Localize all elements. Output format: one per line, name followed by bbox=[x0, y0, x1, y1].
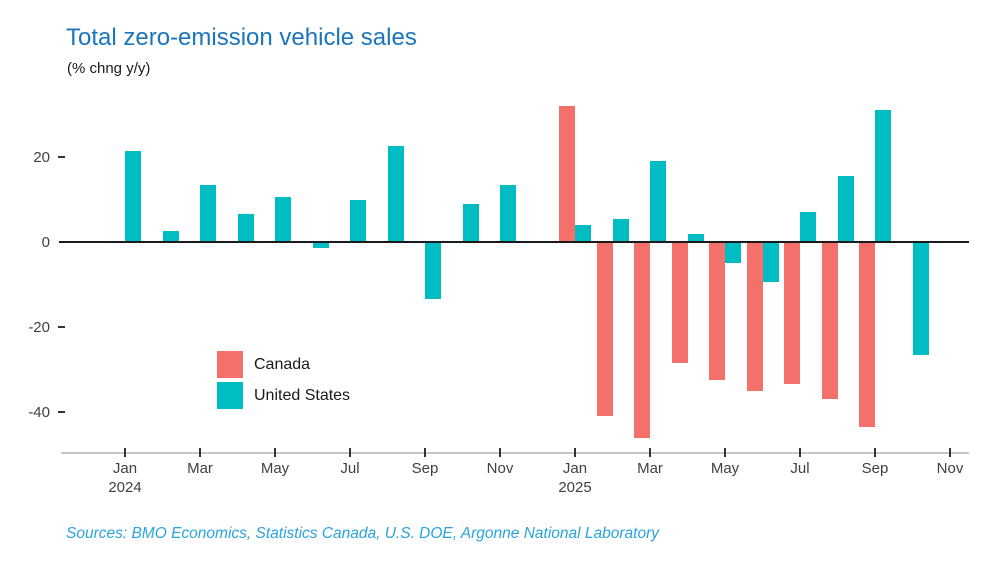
source-note: Sources: BMO Economics, Statistics Canad… bbox=[66, 525, 659, 542]
bar-united-states-sep-2024 bbox=[425, 242, 441, 300]
x-axis-line bbox=[61, 452, 969, 454]
y-tick-label--40: -40 bbox=[28, 404, 50, 421]
bar-united-states-mar-2025 bbox=[650, 161, 666, 242]
bar-canada-mar-2025 bbox=[634, 242, 650, 438]
chart-title: Total zero-emission vehicle sales bbox=[66, 24, 417, 51]
bar-united-states-feb-2024 bbox=[162, 231, 179, 242]
x-tick-mark-mar bbox=[199, 448, 201, 457]
x-tick-year-2025: 2025 bbox=[558, 479, 592, 496]
y-tick-label-0: 0 bbox=[41, 234, 50, 251]
y-tick-label--20: -20 bbox=[28, 319, 50, 336]
canada-swatch bbox=[217, 351, 243, 378]
x-tick-mark-may bbox=[274, 448, 276, 457]
bar-united-states-jan-2025 bbox=[575, 225, 591, 242]
x-tick-label-jan-2025: Jan bbox=[562, 460, 588, 477]
x-tick-mark-jul bbox=[799, 448, 801, 457]
bar-canada-jul-2025 bbox=[784, 242, 800, 385]
x-tick-label-jul: Jul bbox=[790, 460, 810, 477]
x-tick-mark-sep bbox=[424, 448, 426, 457]
y-tick-mark--40 bbox=[58, 411, 65, 413]
x-tick-label-nov: Nov bbox=[936, 460, 964, 477]
bar-united-states-nov-2024 bbox=[500, 184, 516, 242]
bar-canada-sep-2025 bbox=[859, 242, 875, 427]
x-tick-mark-may bbox=[724, 448, 726, 457]
x-tick-mark-mar bbox=[649, 448, 651, 457]
bar-united-states-jun-2024 bbox=[312, 242, 329, 249]
x-tick-mark-sep bbox=[874, 448, 876, 457]
x-tick-mark-nov bbox=[949, 448, 951, 457]
legend-item-canada: Canada bbox=[217, 351, 350, 378]
x-tick-label-may: May bbox=[260, 460, 290, 477]
bar-canada-jan-2025 bbox=[559, 106, 575, 242]
bar-united-states-aug-2024 bbox=[387, 146, 404, 242]
bar-united-states-apr-2025 bbox=[687, 233, 704, 242]
x-tick-mark-jan-2025 bbox=[574, 448, 576, 457]
x-tick-label-may: May bbox=[710, 460, 740, 477]
bar-canada-feb-2025 bbox=[596, 242, 613, 417]
x-tick-mark-nov bbox=[499, 448, 501, 457]
bar-united-states-aug-2025 bbox=[837, 176, 854, 242]
x-tick-year-2024: 2024 bbox=[108, 479, 142, 496]
bar-united-states-jun-2025 bbox=[762, 242, 779, 283]
x-tick-mark-jul bbox=[349, 448, 351, 457]
zero-line bbox=[59, 241, 969, 243]
y-tick-mark-20 bbox=[58, 156, 65, 158]
bar-united-states-apr-2024 bbox=[237, 214, 254, 242]
x-tick-label-jan-2024: Jan bbox=[112, 460, 138, 477]
bar-united-states-may-2024 bbox=[275, 197, 291, 242]
united-states-swatch bbox=[217, 382, 243, 409]
bar-united-states-sep-2025 bbox=[875, 110, 891, 242]
x-tick-label-mar: Mar bbox=[637, 460, 663, 477]
bar-united-states-jul-2025 bbox=[800, 212, 816, 242]
x-tick-label-jul: Jul bbox=[340, 460, 360, 477]
legend: Canada United States bbox=[217, 351, 350, 413]
bar-united-states-may-2025 bbox=[725, 242, 741, 264]
y-tick-mark--20 bbox=[58, 326, 65, 328]
x-tick-label-sep: Sep bbox=[861, 460, 889, 477]
bar-united-states-oct-2025 bbox=[912, 242, 929, 355]
bar-united-states-jan-2024 bbox=[125, 150, 141, 242]
x-tick-mark-jan-2024 bbox=[124, 448, 126, 457]
bar-united-states-oct-2024 bbox=[462, 203, 479, 242]
y-tick-label-20: 20 bbox=[33, 149, 50, 166]
x-tick-label-nov: Nov bbox=[486, 460, 514, 477]
legend-item-united-states: United States bbox=[217, 382, 350, 409]
bar-canada-aug-2025 bbox=[821, 242, 838, 400]
chart-subtitle: (% chng y/y) bbox=[67, 60, 151, 77]
legend-label-canada: Canada bbox=[254, 355, 311, 373]
bar-canada-may-2025 bbox=[709, 242, 725, 381]
bar-canada-jun-2025 bbox=[746, 242, 763, 391]
bar-united-states-mar-2024 bbox=[200, 184, 216, 242]
x-tick-label-sep: Sep bbox=[411, 460, 439, 477]
bar-canada-apr-2025 bbox=[671, 242, 688, 364]
x-tick-label-mar: Mar bbox=[187, 460, 213, 477]
bar-united-states-feb-2025 bbox=[612, 218, 629, 242]
legend-label-united-states: United States bbox=[254, 386, 351, 404]
bar-united-states-jul-2024 bbox=[350, 199, 366, 242]
